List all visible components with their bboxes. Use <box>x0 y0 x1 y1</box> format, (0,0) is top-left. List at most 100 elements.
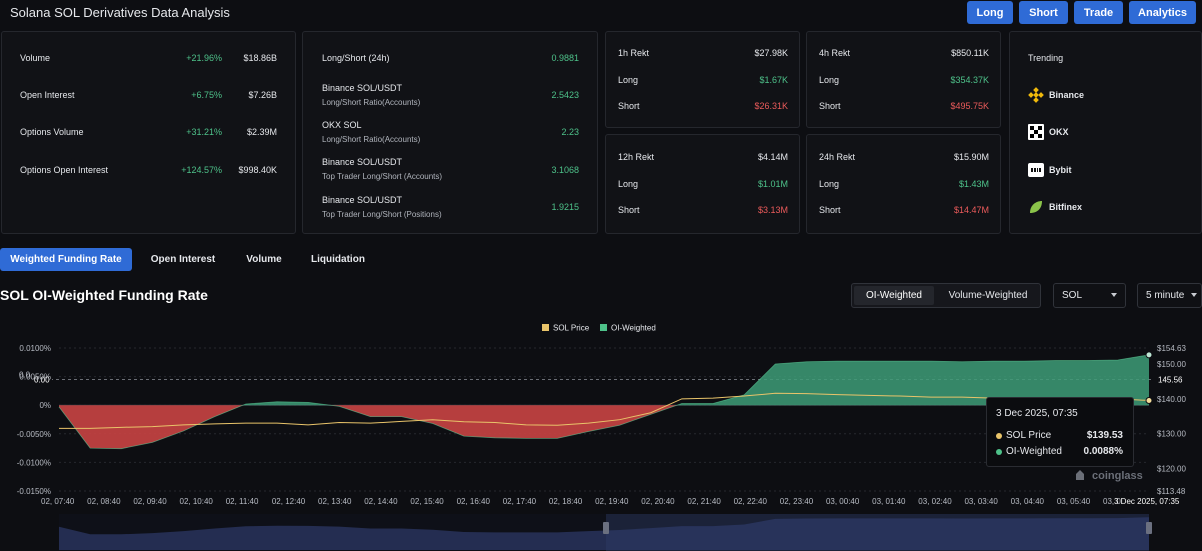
ratio-value: 3.1068 <box>551 165 579 175</box>
left-axis-tick: 0.0 <box>19 371 31 380</box>
ratios-card: Long/Short (24h) 0.9881 Binance SOL/USDT… <box>302 31 598 234</box>
app-title: Solana SOL Derivatives Data Analysis <box>10 5 230 20</box>
interval-select[interactable]: 5 minute <box>1137 283 1202 308</box>
x-axis-tick: 02, 21:40 <box>687 497 721 506</box>
tooltip-value: $139.53 <box>1086 430 1123 441</box>
toggle-oi-weighted[interactable]: OI-Weighted <box>854 286 934 305</box>
right-axis-tick: $140.00 <box>1157 395 1186 404</box>
tab-volume[interactable]: Volume <box>246 254 282 265</box>
sol-price-line <box>59 392 1150 429</box>
ratio-value: 1.9215 <box>551 202 579 212</box>
long-button[interactable]: Long <box>967 1 1013 24</box>
rekt-long-value: $354.37K <box>950 75 989 85</box>
trade-button[interactable]: Trade <box>1074 1 1123 24</box>
top-bar: Solana SOL Derivatives Data Analysis Lon… <box>0 0 1202 28</box>
x-axis-tick: 02, 22:40 <box>734 497 768 506</box>
chevron-down-icon <box>1191 293 1197 297</box>
overview-label: Open Interest <box>20 90 75 100</box>
symbol-select[interactable]: SOL <box>1053 283 1126 308</box>
overview-label: Options Open Interest <box>20 165 109 175</box>
x-axis-tick: 02, 17:40 <box>503 497 537 506</box>
analytics-button[interactable]: Analytics <box>1129 1 1196 24</box>
ratio-label: OKX SOL <box>322 120 362 130</box>
binance-icon <box>1028 87 1044 103</box>
tooltip-label: OI-Weighted <box>1006 446 1062 457</box>
chevron-down-icon <box>1111 293 1117 297</box>
coinglass-watermark-text: coinglass <box>1092 470 1143 482</box>
ratio-label: Binance SOL/USDT <box>322 83 403 93</box>
navigator-handle-left <box>603 522 609 534</box>
x-axis-tick: 02, 10:40 <box>180 497 214 506</box>
rekt-title: 12h Rekt <box>618 152 655 162</box>
overview-value: $7.26B <box>248 90 277 100</box>
crosshair-right-label: 145.56 <box>1158 376 1183 385</box>
ratio-value: 0.9881 <box>551 53 579 63</box>
right-axis-tick: $113.48 <box>1157 487 1186 496</box>
right-axis-tick: $150.00 <box>1157 360 1186 369</box>
bitfinex-icon <box>1030 201 1042 213</box>
weighting-toggle: OI-Weighted Volume-Weighted <box>851 283 1041 308</box>
navigator-handle-right <box>1146 522 1152 534</box>
left-axis-tick: 0.0100% <box>19 344 51 353</box>
tab-liquidation[interactable]: Liquidation <box>311 254 365 265</box>
trending-item-bitfinex[interactable]: Bitfinex <box>1028 199 1188 217</box>
rekt-long-label: Long <box>819 75 840 85</box>
overview-change: +21.96% <box>186 53 222 63</box>
sol-price-point <box>1145 396 1153 404</box>
rekt-total: $4.14M <box>757 152 788 162</box>
left-axis-tick: -0.0150% <box>17 487 51 496</box>
oi-weighted-area-negative <box>330 405 677 439</box>
rekt-long-label: Long <box>618 75 639 85</box>
right-axis-tick: $120.00 <box>1157 464 1186 473</box>
ratio-label: Binance SOL/USDT <box>322 157 403 167</box>
crosshair-left-label: 0.00 <box>34 376 50 385</box>
x-axis-tick: 02, 12:40 <box>272 497 306 506</box>
rekt-total: $15.90M <box>953 152 989 162</box>
tab-open-interest[interactable]: Open Interest <box>150 254 216 265</box>
chart-navigator[interactable] <box>59 514 1152 551</box>
funding-rate-chart[interactable]: SOL Price OI-Weighted 0.00 145.560.0100%0… <box>0 318 1202 551</box>
ratio-sublabel: Top Trader Long/Short (Accounts) <box>322 172 443 181</box>
trending-item-label: OKX <box>1049 127 1069 137</box>
rekt-total: $850.11K <box>951 48 989 58</box>
tab-weighted-funding-rate[interactable]: Weighted Funding Rate <box>0 248 132 271</box>
rekt-long-value: $1.67K <box>759 75 788 85</box>
rekt-long-label: Long <box>819 179 840 189</box>
trending-item-bybit[interactable]: Bybit <box>1028 162 1188 180</box>
ratio-sublabel: Long/Short Ratio(Accounts) <box>322 98 421 107</box>
short-button[interactable]: Short <box>1019 1 1068 24</box>
overview-value: $2.39M <box>246 127 277 137</box>
overview-change: +31.21% <box>186 127 222 137</box>
x-axis-tick: 02, 19:40 <box>595 497 629 506</box>
ratio-label: Binance SOL/USDT <box>322 195 403 205</box>
left-axis-tick: -0.0100% <box>17 458 51 467</box>
overview-card: Volume +21.96% $18.86B Open Interest +6.… <box>1 31 296 234</box>
x-axis-tick: 02, 18:40 <box>549 497 583 506</box>
oi-weighted-point <box>1145 351 1153 359</box>
x-axis-tick: 03, 05:40 <box>1057 497 1091 506</box>
crosshair-left-bg <box>30 373 52 386</box>
trending-title: Trending <box>1028 53 1064 63</box>
trending-item-label: Bitfinex <box>1049 202 1083 212</box>
toggle-volume-weighted[interactable]: Volume-Weighted <box>948 290 1028 301</box>
bybit-icon <box>1028 163 1044 177</box>
trending-item-okx[interactable]: OKX <box>1028 124 1188 142</box>
rekt-short-value: $14.47M <box>953 205 989 215</box>
tooltip-title: 3 Dec 2025, 07:35 <box>996 408 1078 419</box>
x-axis-tick: 03, 0 <box>1103 497 1121 506</box>
ratio-value: 2.5423 <box>551 90 579 100</box>
okx-icon <box>1028 124 1044 140</box>
rekt-card-4h: 4h Rekt $850.11K Long $354.37K Short $49… <box>806 31 1001 128</box>
x-axis-tick: 02, 11:40 <box>226 497 259 506</box>
rekt-card-24h: 24h Rekt $15.90M Long $1.43M Short $14.4… <box>806 134 1001 234</box>
x-axis-tick: 03, 00:40 <box>826 497 860 506</box>
trending-item-binance[interactable]: Binance <box>1028 87 1188 105</box>
tooltip-swatch-sol-price <box>996 433 1002 439</box>
rekt-short-label: Short <box>819 101 841 111</box>
oi-weighted-line <box>58 354 1150 450</box>
chart-tooltip: 3 Dec 2025, 07:35 SOL Price $139.53 OI-W… <box>986 397 1134 467</box>
legend-swatch-sol-price <box>542 324 549 331</box>
x-axis-tick: 02, 23:40 <box>780 497 814 506</box>
chart-ticks: 0.00 145.56 0.0100% 0.0050% 0% -0.0050% -0.010… <box>17 344 1187 506</box>
rekt-short-value: $495.75K <box>950 101 989 111</box>
